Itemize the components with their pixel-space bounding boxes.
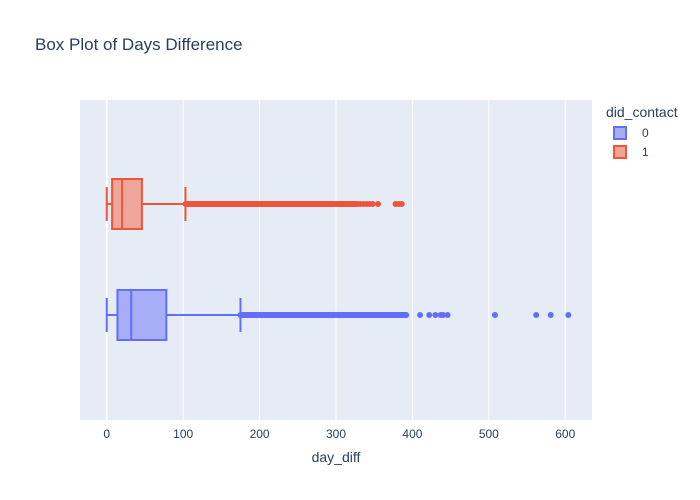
outlier-point	[375, 201, 382, 207]
outlier-point	[533, 312, 540, 318]
box-group-1	[105, 178, 405, 230]
iqr-box	[116, 289, 168, 341]
x-axis-ticks: 0 100 200 300 400 500 600	[103, 427, 575, 441]
box-group-0	[105, 289, 572, 341]
legend-item-1[interactable]: 1	[613, 145, 649, 159]
chart-title: Box Plot of Days Difference	[35, 35, 243, 54]
legend-label: 1	[642, 145, 649, 159]
legend-item-0[interactable]: 0	[613, 126, 649, 140]
outlier-point	[565, 312, 572, 318]
boxes	[105, 178, 572, 341]
x-tick-label: 100	[173, 427, 193, 441]
legend-swatch	[613, 126, 627, 140]
x-tick-label: 0	[103, 427, 110, 441]
outlier-point	[444, 312, 451, 318]
x-tick-label: 300	[326, 427, 346, 441]
legend-swatch	[613, 145, 627, 159]
outlier-point	[547, 312, 554, 318]
x-tick-label: 400	[402, 427, 422, 441]
iqr-box	[111, 178, 143, 230]
x-axis-title: day_diff	[312, 449, 361, 465]
outlier-point	[432, 312, 439, 318]
legend-label: 0	[642, 126, 649, 140]
x-tick-label: 500	[479, 427, 499, 441]
outlier-point	[369, 201, 376, 207]
x-tick-label: 600	[555, 427, 575, 441]
outlier-point	[439, 312, 446, 318]
outlier-point	[426, 312, 433, 318]
outlier-point	[398, 201, 405, 207]
outlier-point	[491, 312, 498, 318]
legend[interactable]: 01	[613, 126, 649, 159]
outlier-point	[403, 312, 410, 318]
outlier-point	[417, 312, 424, 318]
gridlines	[105, 100, 566, 420]
legend-title: did_contact	[606, 104, 678, 120]
x-tick-label: 200	[250, 427, 270, 441]
